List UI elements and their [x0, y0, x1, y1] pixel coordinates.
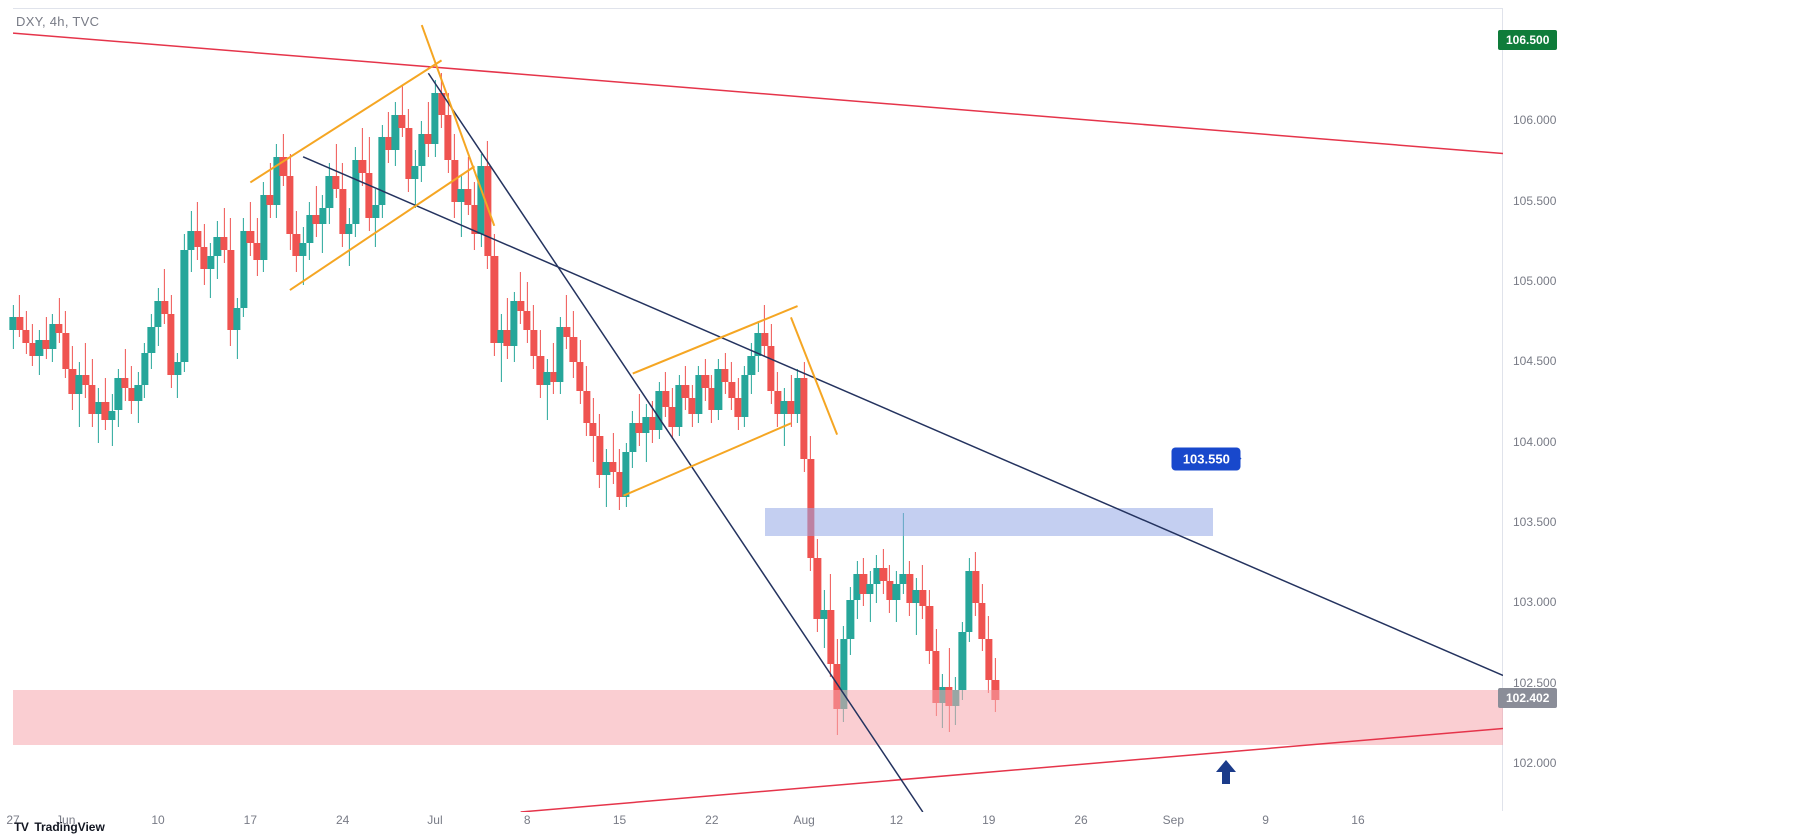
- x-tick: 9: [1262, 813, 1269, 827]
- plot-area[interactable]: 103.550: [13, 8, 1503, 811]
- x-tick: 24: [336, 813, 349, 827]
- x-axis: 27Jun101724Jul81522Aug121926Sep916: [13, 811, 1503, 831]
- y-tick: 105.000: [1513, 274, 1556, 288]
- y-tick: 105.500: [1513, 194, 1556, 208]
- y-tick: 103.500: [1513, 515, 1556, 529]
- chart-root: 103.550 102.000102.500103.000103.500104.…: [0, 0, 1815, 836]
- attribution-text: TradingView: [34, 820, 104, 834]
- x-tick: 19: [982, 813, 995, 827]
- trendline-red-upper: [13, 33, 1503, 153]
- y-tick: 104.000: [1513, 435, 1556, 449]
- y-tick: 106.000: [1513, 113, 1556, 127]
- x-tick: 8: [524, 813, 531, 827]
- y-tick: 104.500: [1513, 354, 1556, 368]
- y-tick: 103.000: [1513, 595, 1556, 609]
- resistance-zone: [765, 508, 1213, 535]
- price-badge: 106.500: [1498, 30, 1557, 50]
- tradingview-logo-icon: TV: [14, 820, 28, 834]
- x-tick: Aug: [793, 813, 814, 827]
- y-tick: 102.000: [1513, 756, 1556, 770]
- price-badge: 102.402: [1498, 688, 1557, 708]
- x-tick: Sep: [1163, 813, 1184, 827]
- trendline-channel-upper: [303, 157, 1503, 676]
- attribution: TV TradingView: [14, 820, 105, 834]
- x-tick: Jul: [427, 813, 442, 827]
- ticker-label: DXY, 4h, TVC: [16, 14, 99, 29]
- x-tick: 16: [1351, 813, 1364, 827]
- x-tick: 26: [1074, 813, 1087, 827]
- x-tick: 22: [705, 813, 718, 827]
- x-tick: 17: [244, 813, 257, 827]
- support-zone: [13, 690, 1503, 745]
- x-tick: 10: [151, 813, 164, 827]
- x-tick: 12: [890, 813, 903, 827]
- price-callout: 103.550: [1173, 448, 1240, 469]
- trendline-flag2-bottom: [624, 423, 791, 495]
- x-tick: 15: [613, 813, 626, 827]
- up-arrow-icon: [1216, 760, 1236, 784]
